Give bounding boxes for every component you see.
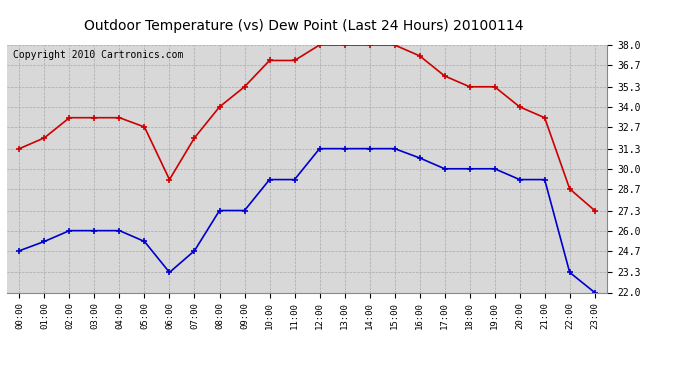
Text: Copyright 2010 Cartronics.com: Copyright 2010 Cartronics.com	[13, 50, 184, 60]
Text: Outdoor Temperature (vs) Dew Point (Last 24 Hours) 20100114: Outdoor Temperature (vs) Dew Point (Last…	[84, 19, 523, 33]
